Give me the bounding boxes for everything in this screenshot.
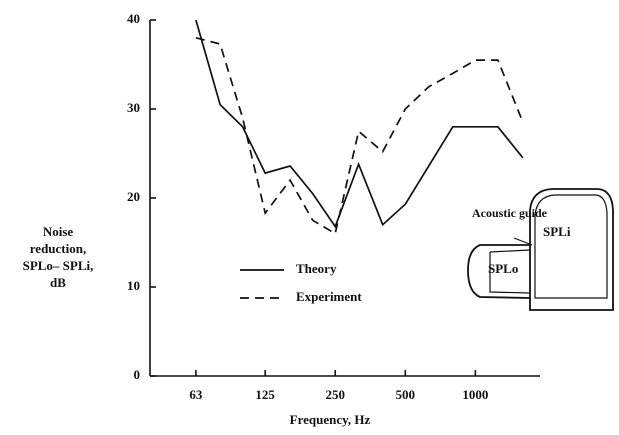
y-tick-label: 10 <box>127 278 140 293</box>
y-label: SPLo– SPLi, <box>23 258 94 273</box>
annotation: SPLo <box>488 261 518 276</box>
y-label: reduction, <box>30 241 86 256</box>
annotation: Acoustic guide <box>472 206 548 220</box>
y-tick-label: 20 <box>127 189 140 204</box>
legend-label: Theory <box>296 261 337 276</box>
x-tick-label: 500 <box>396 387 416 402</box>
series-line <box>195 36 524 235</box>
annotation: SPLi <box>543 224 571 239</box>
y-label: Noise <box>43 224 74 239</box>
inset-diagram <box>467 188 614 311</box>
y-tick-label: 0 <box>134 367 141 382</box>
legend-label: Experiment <box>296 289 362 304</box>
y-tick-label: 30 <box>127 100 140 115</box>
x-tick-label: 1000 <box>462 387 488 402</box>
y-label: dB <box>50 275 66 290</box>
x-tick-label: 125 <box>255 387 275 402</box>
y-tick-label: 40 <box>127 11 140 26</box>
x-label: Frequency, Hz <box>290 412 371 427</box>
x-tick-label: 250 <box>325 387 345 402</box>
x-tick-label: 63 <box>189 387 203 402</box>
series-line <box>195 19 524 229</box>
